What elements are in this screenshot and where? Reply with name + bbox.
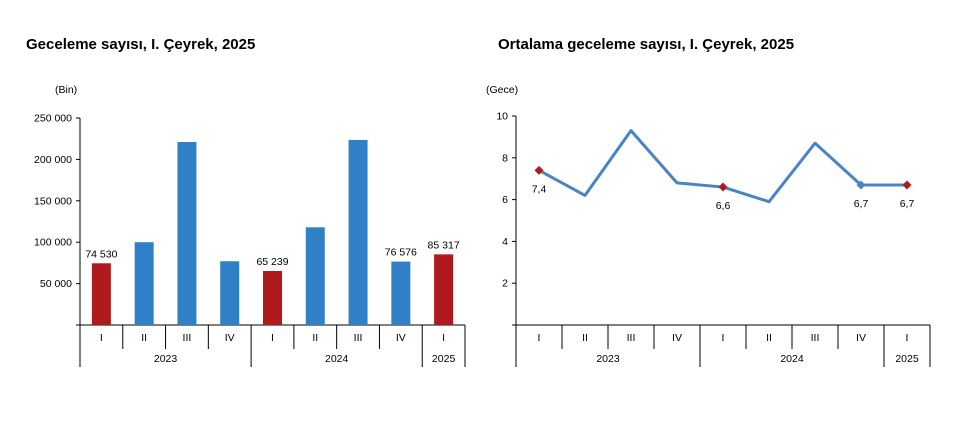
- y-tick-label: 8: [502, 152, 508, 164]
- group-label: 2023: [154, 353, 178, 365]
- x-tick-label: IV: [856, 332, 866, 344]
- x-tick-label: III: [354, 332, 363, 344]
- x-tick-label: III: [627, 332, 636, 344]
- data-label: 6,7: [854, 198, 869, 210]
- x-tick-label: III: [811, 332, 820, 344]
- bar: [263, 270, 282, 325]
- x-tick-label: I: [442, 332, 445, 344]
- x-tick-label: I: [271, 332, 274, 344]
- data-label: 6,7: [900, 198, 915, 210]
- x-tick-label: II: [766, 332, 772, 344]
- x-tick-label: III: [183, 332, 192, 344]
- data-label: 74 530: [85, 248, 117, 260]
- data-label: 76 576: [385, 247, 417, 259]
- bar: [177, 142, 197, 325]
- group-label: 2025: [432, 353, 456, 365]
- data-point-marker: [718, 182, 728, 192]
- x-tick-label: II: [312, 332, 318, 344]
- y-tick-label: 2: [502, 278, 508, 290]
- data-label: 65 239: [256, 256, 288, 268]
- left-chart-title: Geceleme sayısı, I. Çeyrek, 2025: [26, 36, 256, 53]
- y-tick-label: 200 000: [34, 154, 72, 166]
- bar: [434, 254, 454, 325]
- left-unit-label: (Bin): [55, 84, 77, 96]
- bar: [348, 139, 368, 325]
- group-label: 2024: [780, 353, 804, 365]
- x-tick-label: I: [100, 332, 103, 344]
- right-chart-title: Ortalama geceleme sayısı, I. Çeyrek, 202…: [498, 36, 795, 53]
- y-tick-label: 250 000: [34, 113, 72, 125]
- y-tick-label: 150 000: [34, 195, 72, 207]
- bar: [305, 227, 325, 325]
- bar: [220, 261, 240, 325]
- x-tick-label: II: [582, 332, 588, 344]
- y-tick-label: 100 000: [34, 237, 72, 249]
- y-tick-label: 6: [502, 194, 508, 206]
- x-tick-label: I: [722, 332, 725, 344]
- data-label: 6,6: [716, 200, 731, 212]
- x-tick-label: I: [538, 332, 541, 344]
- data-point-marker: [856, 180, 866, 190]
- x-tick-label: IV: [225, 332, 235, 344]
- data-point-marker: [902, 180, 912, 190]
- bar: [134, 242, 154, 325]
- data-label: 85 317: [428, 239, 460, 251]
- y-tick-label: 50 000: [40, 278, 72, 290]
- group-label: 2023: [596, 353, 620, 365]
- data-point-marker: [534, 165, 544, 175]
- right-unit-label: (Gece): [486, 84, 518, 96]
- group-label: 2024: [325, 353, 349, 365]
- group-label: 2025: [895, 353, 919, 365]
- x-tick-label: IV: [396, 332, 406, 344]
- bar: [391, 261, 411, 325]
- x-tick-label: IV: [672, 332, 682, 344]
- x-tick-label: I: [906, 332, 909, 344]
- bar: [91, 263, 111, 325]
- y-tick-label: 10: [496, 111, 508, 123]
- data-label: 7,4: [532, 183, 547, 195]
- x-tick-label: II: [141, 332, 147, 344]
- y-tick-label: 4: [502, 236, 508, 248]
